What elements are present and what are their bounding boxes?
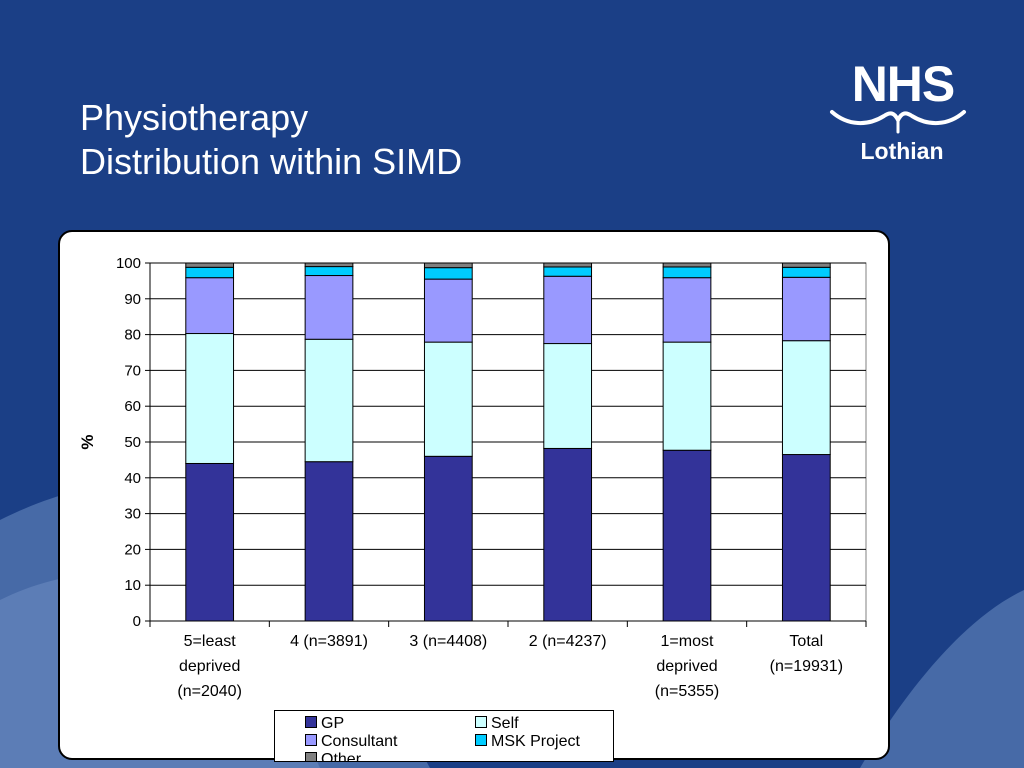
x-tick-label: deprived (179, 658, 240, 675)
x-tick-label: 2 (n=4237) (529, 633, 607, 650)
bar-segment (781, 276, 831, 342)
bar-segment (185, 266, 235, 279)
bar-segment (304, 262, 354, 268)
y-tick-label: 70 (124, 362, 141, 379)
legend-label: Other (321, 751, 362, 762)
bar-segment (543, 275, 593, 345)
bar-segment (185, 277, 235, 335)
legend-item: GP (305, 715, 344, 733)
y-tick-label: 40 (124, 470, 141, 487)
y-tick-label: 0 (133, 613, 141, 630)
y-tick-label: 20 (124, 541, 141, 558)
title-line-2: Distribution within SIMD (80, 141, 463, 182)
bar-segment (185, 262, 235, 268)
legend-swatch (305, 716, 317, 728)
bar-segment (781, 454, 831, 622)
bar-segment (185, 462, 235, 622)
logo-flourish-icon (830, 110, 966, 134)
x-tick-label: Total (789, 633, 823, 650)
x-tick-label: (n=5355) (655, 683, 720, 700)
x-tick-label: 3 (n=4408) (409, 633, 487, 650)
y-axis-label: % (78, 434, 97, 449)
chart-panel: 0 10 20 30 40 50 60 70 80 90 100% 5=least deprived (n… (58, 230, 890, 762)
logo-brand: NHS (851, 56, 956, 112)
bar-segment (423, 262, 473, 269)
bar-segment (423, 278, 473, 343)
slide-title: Physiotherapy Distribution within SIMD (80, 96, 462, 184)
y-tick-label: 90 (124, 291, 141, 308)
bar-segment (662, 449, 712, 622)
legend-swatch (475, 734, 487, 746)
bar-segment (781, 340, 831, 456)
y-tick-label: 30 (124, 506, 141, 523)
bar-segment (304, 275, 354, 340)
bar-segment (423, 455, 473, 622)
chart-legend: GP Self Consultant MSK Project Other (274, 710, 614, 762)
bar-segment (543, 447, 593, 622)
y-tick-label: 100 (116, 255, 141, 272)
y-tick-label: 10 (124, 577, 141, 594)
x-tick-label: 5=least (184, 633, 237, 650)
bar-segment (304, 338, 354, 463)
bar-segment (185, 333, 235, 464)
y-tick-label: 60 (124, 398, 141, 415)
bar-segment (543, 343, 593, 449)
legend-item: Other (305, 751, 362, 762)
bar-segment (662, 277, 712, 343)
bar-segment (543, 262, 593, 268)
title-line-1: Physiotherapy (80, 97, 309, 138)
legend-swatch (305, 734, 317, 746)
bar-segment (662, 266, 712, 279)
bar-segment (781, 266, 831, 278)
bar-segment (423, 341, 473, 457)
legend-swatch (305, 752, 317, 761)
bar-segment (423, 267, 473, 280)
bar-segment (304, 461, 354, 622)
legend-item: Consultant (305, 733, 398, 751)
legend-label: Self (491, 715, 519, 732)
bar-segment (662, 341, 712, 451)
legend-label: Consultant (321, 733, 398, 750)
x-tick-label: (n=19931) (770, 658, 843, 675)
x-tick-label: (n=2040) (177, 683, 242, 700)
nhs-logo: NHS Lothian (828, 56, 968, 168)
legend-item: MSK Project (475, 733, 580, 751)
legend-swatch (475, 716, 487, 728)
logo-region: Lothian (860, 138, 944, 164)
legend-item: Self (475, 715, 519, 733)
stacked-bar-chart: 0 10 20 30 40 50 60 70 80 90 100% 5=least deprived (n… (78, 255, 867, 700)
legend-label: MSK Project (491, 733, 580, 750)
legend-label: GP (321, 715, 345, 732)
y-tick-label: 80 (124, 327, 141, 344)
bar-segment (304, 266, 354, 277)
x-tick-label: deprived (656, 658, 717, 675)
bar-segment (662, 262, 712, 268)
x-tick-label: 1=most (661, 633, 714, 650)
bar-segment (543, 266, 593, 277)
x-tick-label: 4 (n=3891) (290, 633, 368, 650)
y-tick-label: 50 (124, 434, 141, 451)
bar-segment (781, 262, 831, 268)
